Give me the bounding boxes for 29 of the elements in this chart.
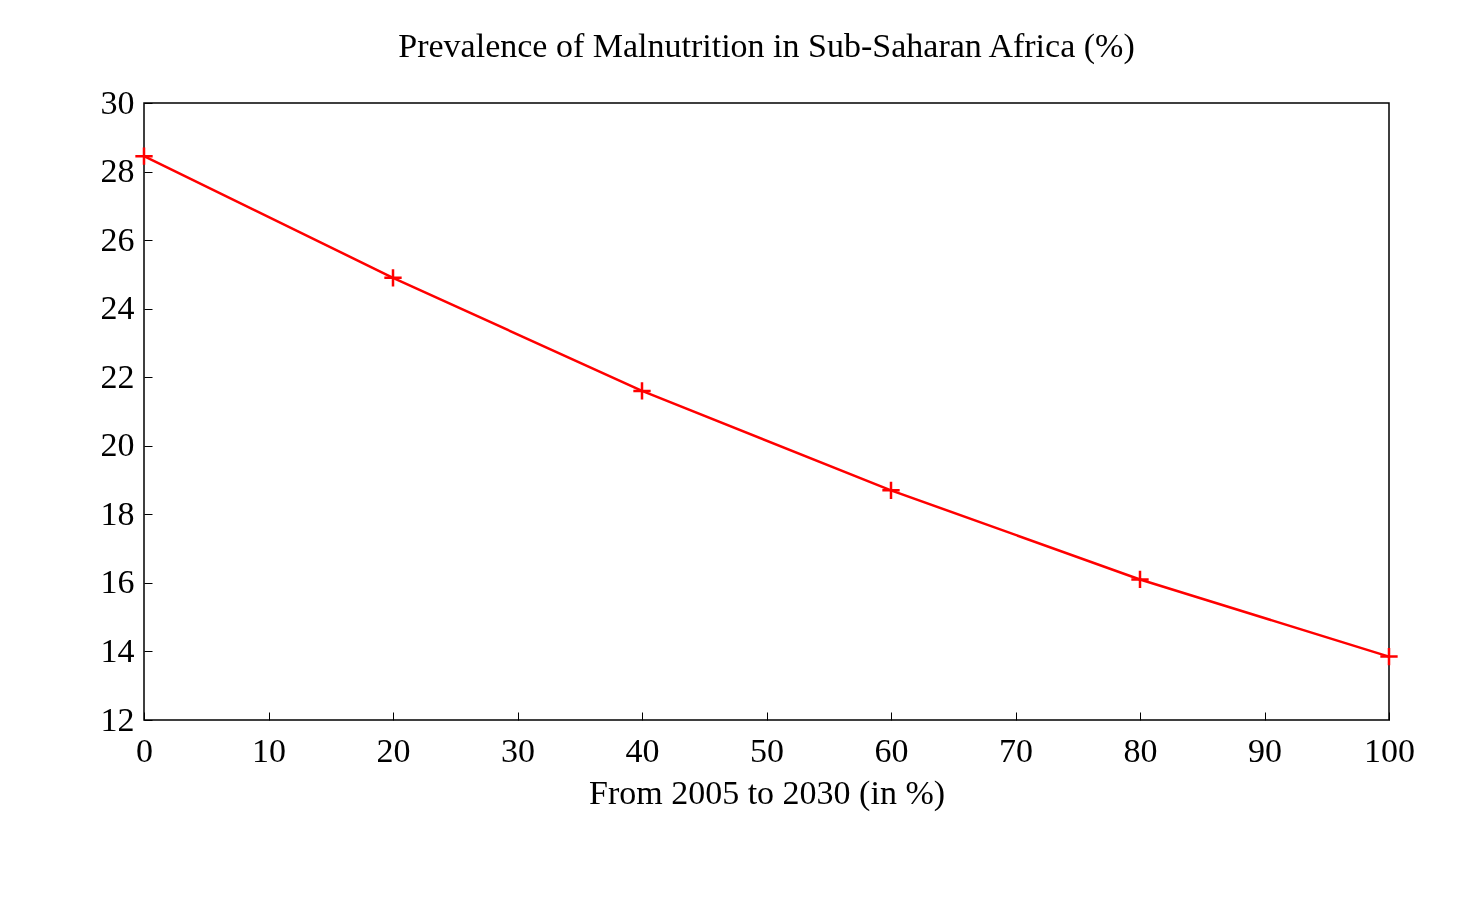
chart-title: Prevalence of Malnutrition in Sub-Saharan Africa (%) <box>398 27 1135 65</box>
x-tick-label: 60 <box>874 731 909 769</box>
x-axis-title: From 2005 to 2030 (in %) <box>588 773 946 812</box>
y-tick-label: 24 <box>100 289 135 327</box>
y-tick-label: 28 <box>100 152 135 190</box>
y-tick-label: 16 <box>100 563 135 601</box>
x-tick-label: 50 <box>750 731 784 769</box>
x-tick-label: 0 <box>136 731 153 769</box>
y-tick-label: 12 <box>100 700 135 738</box>
y-tick-label: 26 <box>100 220 135 258</box>
point <box>881 480 901 501</box>
x-tick-label: 30 <box>501 731 535 769</box>
x-tick-label: 70 <box>999 731 1033 769</box>
point <box>1379 646 1399 667</box>
y-tick-label: 18 <box>100 494 135 532</box>
y-tick-label: 22 <box>100 357 135 395</box>
x-tick-label: 40 <box>625 731 660 769</box>
x-tick-label: 90 <box>1248 731 1282 769</box>
x-tick-label: 80 <box>1123 731 1158 769</box>
x-tick-label: 10 <box>252 731 286 769</box>
point <box>1130 569 1150 590</box>
point <box>134 146 154 167</box>
point <box>383 267 403 288</box>
x-tick-label: 100 <box>1364 731 1415 769</box>
y-tick-label: 30 <box>100 83 135 121</box>
y-tick-label: 20 <box>100 426 135 464</box>
point <box>632 381 652 401</box>
y-tick-label: 14 <box>100 631 135 669</box>
x-tick-label: 20 <box>376 731 411 769</box>
